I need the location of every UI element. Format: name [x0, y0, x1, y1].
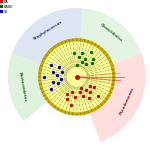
Circle shape: [46, 46, 108, 108]
Circle shape: [46, 47, 107, 107]
Text: Pseudomonas: Pseudomonas: [119, 86, 136, 115]
Circle shape: [51, 51, 103, 103]
Circle shape: [38, 38, 115, 116]
Circle shape: [67, 67, 87, 87]
Wedge shape: [88, 53, 146, 142]
Wedge shape: [12, 8, 83, 65]
Wedge shape: [80, 8, 141, 65]
Text: Staphylococcus: Staphylococcus: [32, 20, 63, 41]
Circle shape: [63, 64, 90, 90]
Text: Clostridiales: Clostridiales: [99, 23, 123, 43]
Legend: PA, PASE, SI: PA, PASE, SI: [0, 0, 14, 14]
Circle shape: [59, 59, 94, 94]
Text: Bacteroidetes: Bacteroidetes: [18, 71, 27, 102]
Circle shape: [41, 41, 112, 112]
Circle shape: [58, 58, 95, 95]
Circle shape: [55, 55, 98, 99]
Circle shape: [50, 50, 104, 104]
Circle shape: [42, 42, 111, 111]
Circle shape: [54, 54, 99, 100]
Circle shape: [63, 63, 91, 91]
Wedge shape: [8, 53, 51, 121]
